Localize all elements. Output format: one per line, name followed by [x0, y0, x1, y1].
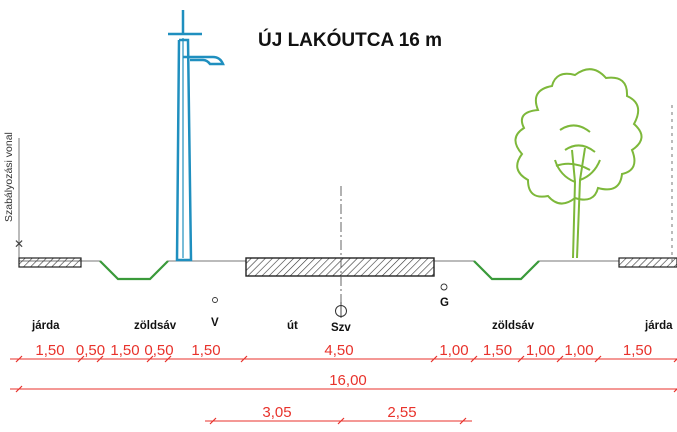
dimension-value: 1,50: [35, 342, 64, 359]
regulation-line-label: Szabályozási vonal: [3, 132, 15, 222]
dimension-tick: [15, 355, 23, 363]
sidewalk-right: [618, 257, 677, 268]
dimension-tick: [517, 355, 525, 363]
sidewalk-left: [18, 257, 82, 268]
label-zoldsav-left: zöldsáv: [134, 320, 177, 332]
dimension-value: 0,50: [76, 342, 105, 359]
dimension-value: 0,50: [144, 342, 173, 359]
regulation-line-left: ✕ Szabályozási vonal: [3, 132, 24, 262]
dimension-value: 16,00: [329, 372, 367, 389]
dimension-tick: [15, 385, 23, 393]
label-v: V: [211, 317, 219, 329]
dimension-row-total: 16,00: [10, 372, 677, 393]
dimension-value: 3,05: [262, 404, 291, 421]
cross-marker-icon: ✕: [14, 237, 24, 251]
label-jarda-right: járda: [644, 320, 673, 332]
dimension-value: 1,50: [623, 342, 652, 359]
dimension-tick: [673, 358, 677, 363]
roadway: [245, 257, 435, 277]
dimension-tick: [594, 355, 602, 363]
dimension-tick: [96, 355, 104, 363]
dimension-tick: [240, 355, 248, 363]
dimension-tick: [459, 417, 467, 425]
label-g: G: [440, 297, 449, 309]
label-zoldsav-right: zöldsáv: [492, 320, 535, 332]
dimension-tick: [556, 355, 564, 363]
dimension-tick: [164, 355, 172, 363]
dimension-tick: [209, 417, 217, 425]
dimension-tick: [77, 355, 85, 363]
drawing-title: ÚJ LAKÓUTCA 16 m: [258, 29, 442, 51]
dimension-tick: [673, 388, 677, 393]
street-light-pole: [168, 10, 225, 262]
dimension-value: 4,50: [324, 342, 353, 359]
tree: [514, 68, 643, 259]
dimension-value: 1,50: [110, 342, 139, 359]
dimension-value: 2,55: [387, 404, 416, 421]
dimension-value: 1,00: [564, 342, 593, 359]
dimension-tick: [470, 355, 478, 363]
dimension-row-1: 1,50 0,50 1,50 0,50 1,50 4,50 1,00 1,50 1,00 1,00…: [10, 342, 677, 363]
dimension-value: 1,50: [483, 342, 512, 359]
dimension-row-3: 3,05 2,55: [205, 404, 472, 425]
label-ut: út: [287, 320, 298, 332]
green-strip-left: [99, 260, 169, 281]
valve-marker-icon: [212, 297, 218, 303]
dimension-value: 1,00: [526, 342, 555, 359]
gas-marker-icon: [440, 283, 448, 291]
dimension-tick: [430, 355, 438, 363]
label-jarda-left: járda: [31, 320, 60, 332]
dimension-tick: [146, 355, 154, 363]
label-szv: Szv: [331, 322, 351, 334]
dimension-tick: [337, 417, 345, 425]
sewer-marker-icon: [335, 305, 347, 317]
green-strip-right: [473, 260, 540, 281]
dimension-value: 1,50: [191, 342, 220, 359]
dimension-value: 1,00: [439, 342, 468, 359]
